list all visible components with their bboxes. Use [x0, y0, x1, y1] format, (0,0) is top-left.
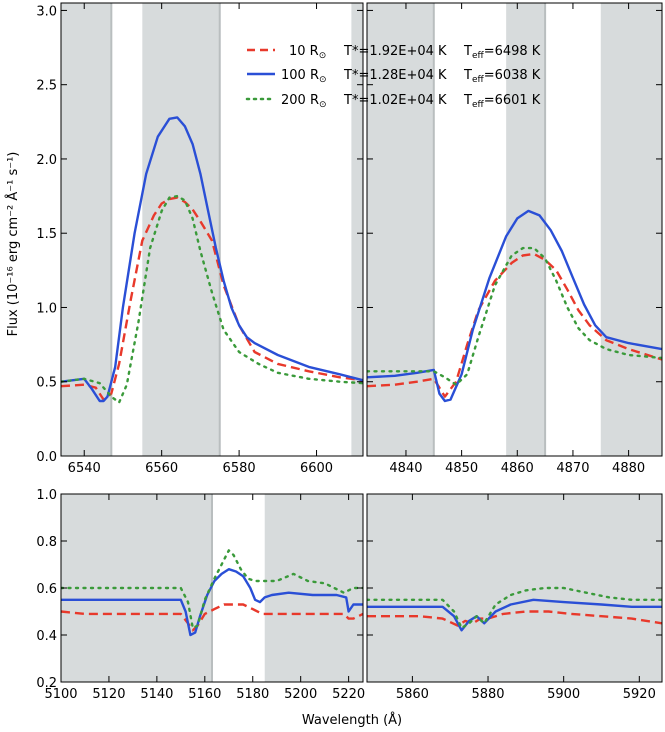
x-tick-label: 5880 [471, 687, 504, 702]
y-axis-label: Flux (10⁻¹⁶ erg cm⁻² Å⁻¹ s⁻¹) [5, 152, 21, 337]
legend-tstar-label: T*=1.92E+04 K [343, 44, 447, 59]
legend-entry-100: 100 R⊙ T*=1.28E+04 K Teff=6038 K [247, 68, 541, 85]
y-tick-label: 0.5 [36, 376, 57, 391]
series-group [367, 586, 662, 632]
y-tick-label: 3.0 [36, 4, 57, 19]
x-tick-label: 5120 [92, 687, 125, 702]
y-tick-label: 0.6 [36, 582, 57, 597]
series-group [61, 116, 363, 404]
panel-top-left: 6540 6560 6580 6600 0.0 0.5 1.0 1.5 2.0 2.5 3.0 [36, 2, 364, 476]
legend-radius-label: 200 R⊙ [281, 93, 327, 110]
y-tick-label: 2.5 [36, 79, 57, 94]
series-line-dashed [367, 610, 662, 627]
series-line-dashed [61, 196, 363, 401]
legend-radius-label: 10 R⊙ [289, 44, 326, 61]
legend-entry-10: 10 R⊙ T*=1.92E+04 K Teff=6498 K [247, 44, 541, 61]
x-tick-label: 5900 [547, 687, 580, 702]
x-tick-label: 4850 [445, 461, 478, 476]
x-tick-label: 4860 [501, 461, 534, 476]
x-tick-label: 5200 [284, 687, 317, 702]
legend-radius-label: 100 R⊙ [281, 68, 327, 85]
x-tick-label: 4870 [556, 461, 589, 476]
axes-frame [60, 2, 364, 457]
x-tick-label: 5100 [44, 687, 77, 702]
shaded-band [506, 3, 546, 456]
shaded-band [264, 494, 363, 682]
x-tick-label: 4880 [612, 461, 645, 476]
shaded-band [600, 3, 662, 456]
panel-bottom-left: 5100 5120 5140 5160 5180 5200 5220 0.2 0.4 0.6 0.8… [36, 488, 365, 702]
series-line-dashed [61, 603, 363, 632]
series-line-dotted [367, 246, 662, 386]
y-tick-label: 0.4 [36, 629, 57, 644]
panel-top-right: 4840 4850 4860 4870 4880 [366, 2, 663, 476]
series-line-solid [61, 116, 363, 403]
y-tick-label: 2.0 [36, 153, 57, 168]
y-tick-label: 0.8 [36, 535, 57, 550]
x-tick-label: 5860 [396, 687, 429, 702]
legend-teff-label: Teff=6038 K [463, 68, 541, 85]
x-tick-label: 6560 [145, 461, 178, 476]
legend: 10 R⊙ T*=1.92E+04 K Teff=6498 K 100 R⊙ T… [245, 44, 541, 110]
legend-tstar-label: T*=1.02E+04 K [343, 93, 447, 108]
y-tick-label: 1.0 [36, 488, 57, 503]
series-line-dotted [61, 194, 363, 404]
y-tick-label: 0.0 [36, 450, 57, 465]
x-tick-label: 5160 [188, 687, 221, 702]
shaded-band [367, 494, 662, 682]
y-tick-label: 0.2 [36, 676, 57, 691]
legend-tstar-label: T*=1.28E+04 K [343, 68, 447, 83]
x-axis-label: Wavelength (Å) [302, 712, 402, 728]
y-tick-label: 1.0 [36, 301, 57, 316]
x-tick-label: 5220 [332, 687, 365, 702]
x-tick-label: 6600 [300, 461, 333, 476]
series-line-dotted [367, 586, 662, 630]
shaded-band [142, 3, 220, 456]
series-line-solid [61, 568, 363, 637]
legend-teff-label: Teff=6601 K [463, 93, 541, 110]
x-tick-label: 6580 [223, 461, 256, 476]
legend-teff-label: Teff=6498 K [463, 44, 541, 61]
legend-entry-200: 200 R⊙ T*=1.02E+04 K Teff=6601 K [245, 93, 541, 110]
series-group [61, 549, 363, 637]
x-tick-label: 4840 [389, 461, 422, 476]
y-tick-label: 1.5 [36, 227, 57, 242]
x-tick-label: 5140 [140, 687, 173, 702]
series-line-dotted [61, 549, 363, 630]
shaded-band [351, 3, 363, 456]
x-tick-label: 6540 [68, 461, 101, 476]
series-group [367, 209, 662, 403]
x-tick-label: 5920 [623, 687, 656, 702]
x-tick-label: 5180 [236, 687, 269, 702]
series-line-solid [367, 209, 662, 403]
panel-bottom-right: 5860 5880 5900 5920 [366, 493, 663, 702]
axes-frame [366, 2, 663, 457]
